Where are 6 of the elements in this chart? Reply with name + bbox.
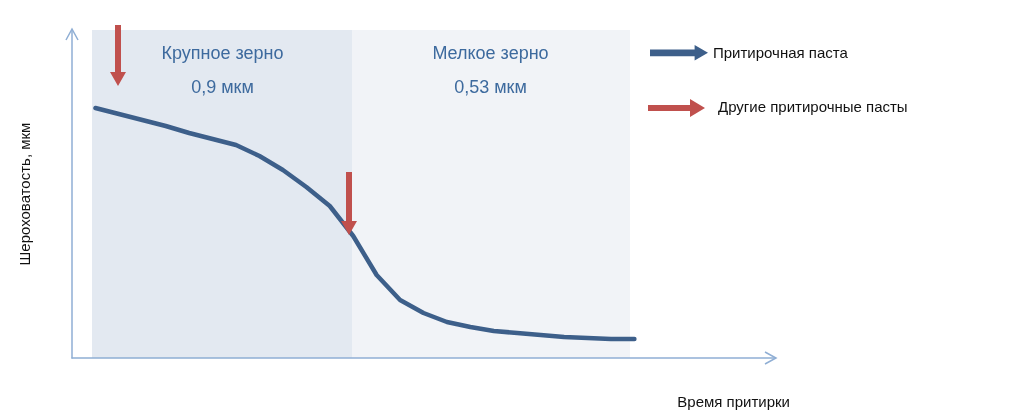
annotation: Другие притирочные пасты xyxy=(718,98,908,115)
text: Крупное зерно 0,9 мкм xyxy=(160,42,285,99)
x-axis-title: Время притирки xyxy=(677,393,790,410)
legend-label: Притирочная паста xyxy=(713,44,849,62)
y-axis-title: Шероховатость, мкм xyxy=(16,122,33,266)
text: Мелкое зерно 0,53 мкм xyxy=(431,42,550,99)
